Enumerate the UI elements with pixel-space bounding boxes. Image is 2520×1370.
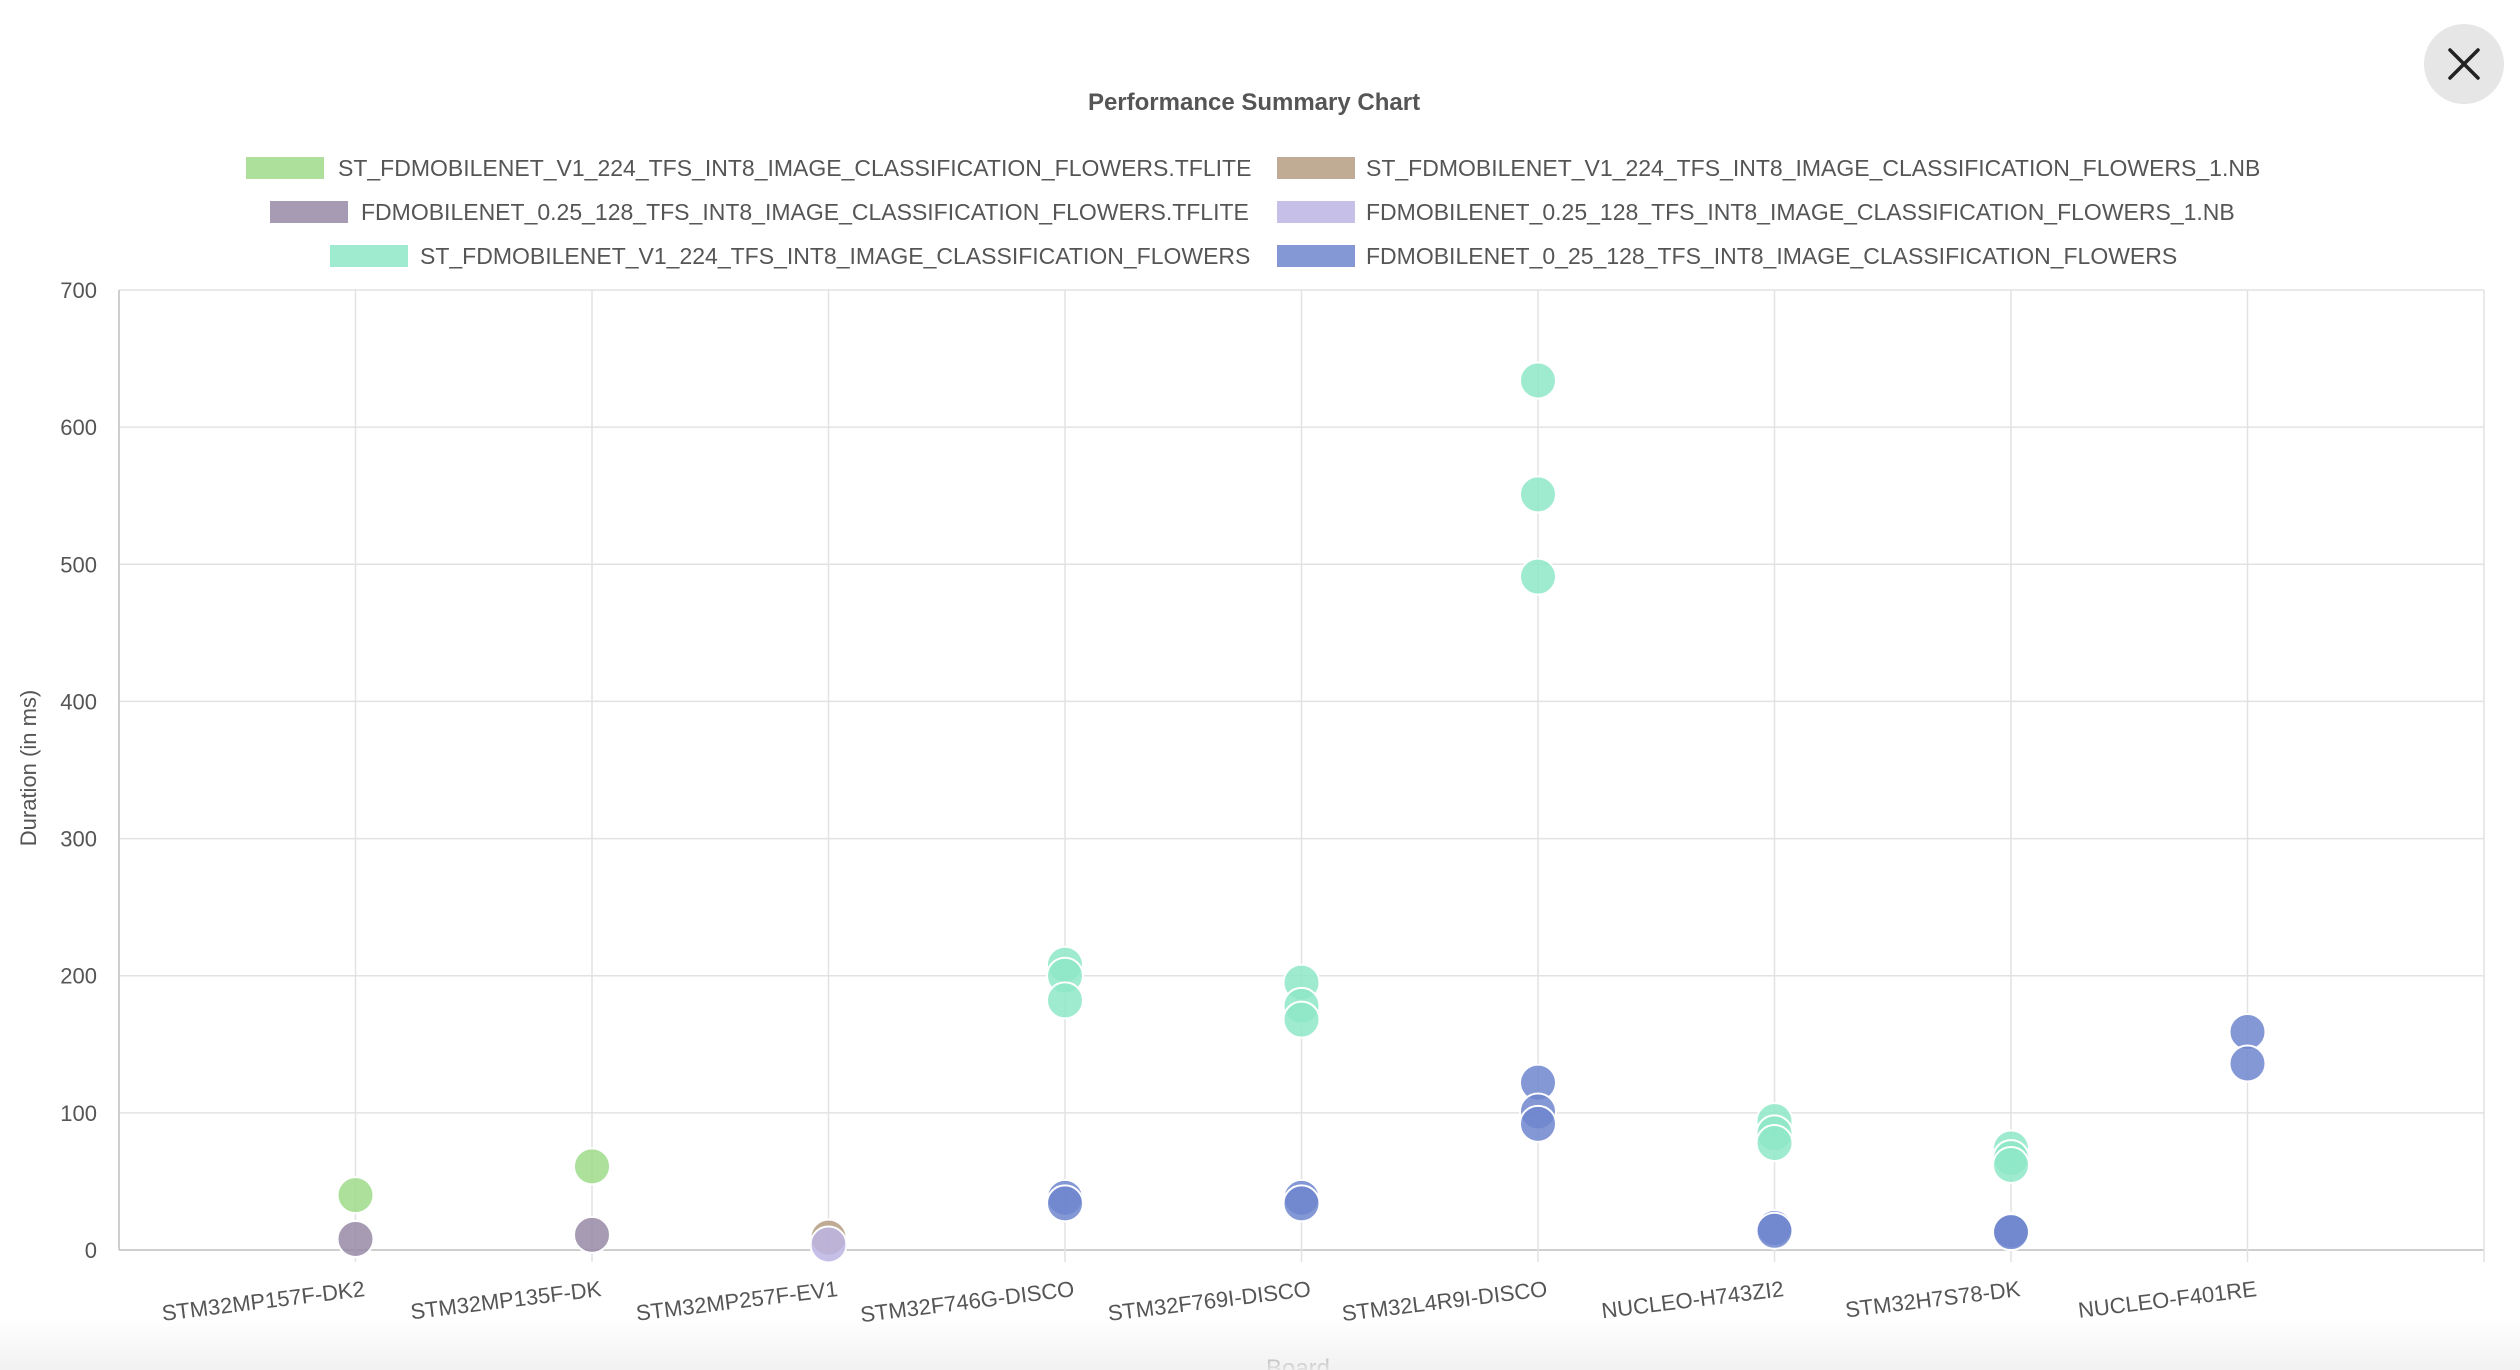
data-point[interactable]	[1992, 1213, 2030, 1252]
y-tick-label: 400	[60, 689, 97, 714]
x-tick-label: NUCLEO-H743ZI2	[1600, 1276, 1785, 1323]
legend-label[interactable]: ST_FDMOBILENET_V1_224_TFS_INT8_IMAGE_CLA…	[1366, 155, 2260, 181]
legend-swatch[interactable]	[270, 201, 348, 223]
close-icon	[2448, 48, 2480, 80]
data-point[interactable]	[336, 1176, 375, 1215]
x-tick-label: STM32MP257F-EV1	[635, 1276, 840, 1326]
data-point[interactable]	[573, 1215, 611, 1254]
y-axis-ticks: 0 100 200 300 400 500 600 700	[60, 278, 97, 1263]
chart-title: Performance Summary Chart	[1088, 89, 1420, 116]
data-point[interactable]	[1282, 1000, 1321, 1039]
legend-swatch[interactable]	[246, 157, 324, 179]
x-tick-label: STM32MP157F-DK2	[160, 1276, 366, 1326]
legend-swatch[interactable]	[1277, 201, 1355, 223]
legend-label[interactable]: ST_FDMOBILENET_V1_224_TFS_INT8_IMAGE_CLA…	[420, 243, 1250, 269]
data-point[interactable]	[1519, 1104, 1557, 1143]
x-axis-label: Board	[1266, 1355, 1330, 1370]
y-tick-label: 0	[85, 1238, 97, 1263]
data-point[interactable]	[1046, 1184, 1084, 1223]
chart-points[interactable]	[336, 361, 2267, 1264]
x-tick-label: STM32F746G-DISCO	[859, 1276, 1076, 1327]
close-button[interactable]	[2424, 24, 2504, 104]
chart-grid	[118, 289, 2485, 1262]
x-axis-ticks: STM32MP157F-DK2 STM32MP135F-DK STM32MP257F…	[160, 1276, 2258, 1327]
data-point[interactable]	[1755, 1124, 1794, 1163]
legend-label[interactable]: ST_FDMOBILENET_V1_224_TFS_INT8_IMAGE_CLA…	[338, 155, 1251, 181]
legend-label[interactable]: FDMOBILENET_0.25_128_TFS_INT8_IMAGE_CLAS…	[361, 199, 1249, 225]
y-axis-label: Duration (in ms)	[16, 690, 41, 846]
x-tick-label: STM32MP135F-DK	[409, 1276, 603, 1324]
legend-label[interactable]: FDMOBILENET_0_25_128_TFS_INT8_IMAGE_CLAS…	[1366, 243, 2177, 269]
x-tick-label: STM32L4R9I-DISCO	[1340, 1276, 1548, 1326]
data-point[interactable]	[1519, 361, 1557, 400]
data-point[interactable]	[1046, 981, 1084, 1020]
chart-legend[interactable]: ST_FDMOBILENET_V1_224_TFS_INT8_IMAGE_CLA…	[246, 155, 2260, 269]
data-point[interactable]	[809, 1225, 848, 1264]
legend-swatch[interactable]	[330, 245, 408, 267]
legend-swatch[interactable]	[1277, 157, 1355, 179]
data-point[interactable]	[573, 1147, 611, 1186]
x-tick-label: STM32F769I-DISCO	[1106, 1276, 1312, 1326]
data-point[interactable]	[1992, 1145, 2030, 1184]
y-tick-label: 200	[60, 964, 97, 989]
data-point[interactable]	[2228, 1044, 2267, 1083]
data-point[interactable]	[1755, 1211, 1794, 1250]
x-tick-label: STM32H7S78-DK	[1844, 1276, 2022, 1322]
y-tick-label: 600	[60, 415, 97, 440]
data-point[interactable]	[336, 1220, 375, 1259]
legend-label[interactable]: FDMOBILENET_0.25_128_TFS_INT8_IMAGE_CLAS…	[1366, 199, 2235, 225]
y-tick-label: 700	[60, 278, 97, 303]
y-tick-label: 300	[60, 827, 97, 852]
y-tick-label: 500	[60, 552, 97, 577]
x-tick-label: NUCLEO-F401RE	[2077, 1276, 2258, 1323]
y-tick-label: 100	[60, 1101, 97, 1126]
legend-swatch[interactable]	[1277, 245, 1355, 267]
data-point[interactable]	[1519, 475, 1557, 514]
data-point[interactable]	[1519, 557, 1557, 596]
data-point[interactable]	[1282, 1184, 1321, 1223]
